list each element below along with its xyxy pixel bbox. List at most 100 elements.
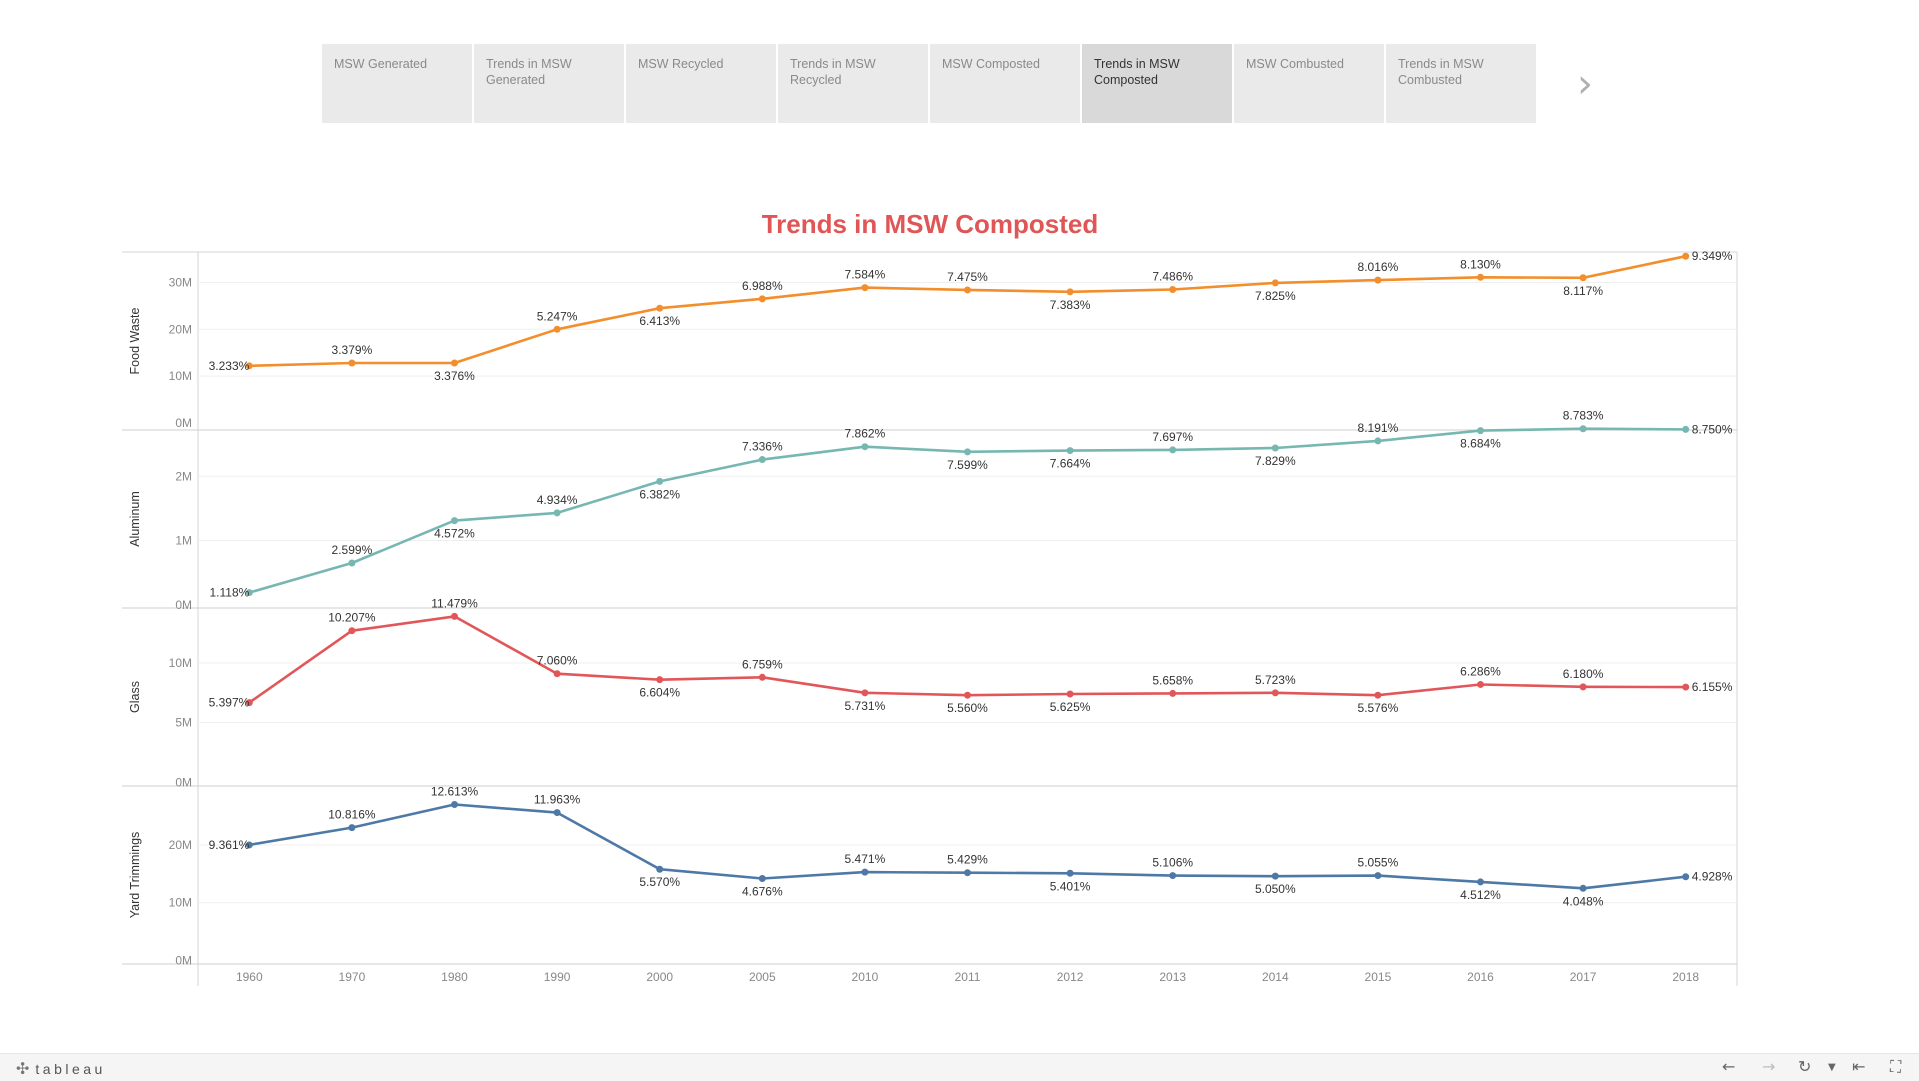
- data-label-glass: 5.397%: [209, 696, 250, 710]
- data-label-yard-trimmings: 5.471%: [845, 852, 886, 866]
- data-label-food-waste: 7.825%: [1255, 289, 1296, 303]
- data-point-food-waste: [964, 286, 971, 294]
- trends-chart: Trends in MSW Composted 0M 10M 20M 30M Food W…: [122, 209, 1738, 986]
- data-label-food-waste: 6.988%: [742, 279, 783, 293]
- x-tick-label: 2010: [852, 970, 879, 984]
- data-label-glass: 5.560%: [947, 701, 988, 715]
- data-point-aluminum: [861, 443, 869, 451]
- data-label-yard-trimmings: 4.512%: [1460, 888, 1501, 902]
- data-label-food-waste: 8.117%: [1563, 284, 1603, 298]
- data-label-aluminum: 8.684%: [1460, 437, 1501, 451]
- data-label-aluminum: 7.697%: [1152, 430, 1193, 444]
- data-point-aluminum: [1271, 444, 1279, 452]
- data-label-food-waste: 7.584%: [845, 268, 886, 282]
- y-tick-label-aluminum: 0M: [175, 598, 192, 612]
- revert-dropdown-icon[interactable]: ▼: [1828, 1062, 1836, 1073]
- data-label-glass: 5.731%: [845, 699, 886, 713]
- y-tick-label-glass: 10M: [169, 656, 192, 670]
- data-label-glass: 6.155%: [1692, 680, 1733, 694]
- data-point-food-waste: [245, 362, 253, 370]
- data-label-yard-trimmings: 5.106%: [1152, 856, 1193, 870]
- story-tab-1[interactable]: MSW Generated: [322, 44, 472, 123]
- data-label-yard-trimmings: 4.048%: [1563, 894, 1604, 908]
- data-point-food-waste: [553, 325, 561, 333]
- story-navigator: MSW Generated Trends in MSW Generated MSW …: [322, 44, 1538, 123]
- data-label-yard-trimmings: 5.401%: [1050, 879, 1091, 893]
- x-tick-label: 2013: [1159, 970, 1186, 984]
- tableau-logo[interactable]: ✣ tableau: [16, 1059, 106, 1079]
- data-label-food-waste: 8.130%: [1460, 257, 1501, 271]
- data-label-aluminum: 7.862%: [845, 427, 886, 441]
- data-point-aluminum: [348, 559, 356, 567]
- redo-icon[interactable]: →: [1762, 1057, 1776, 1076]
- data-point-food-waste: [1374, 276, 1382, 284]
- data-point-yard-trimmings: [1477, 878, 1484, 886]
- data-point-glass: [1579, 683, 1587, 691]
- story-tab-7[interactable]: MSW Combusted: [1234, 44, 1384, 123]
- data-point-food-waste: [1477, 273, 1484, 281]
- x-tick-label: 2012: [1057, 970, 1084, 984]
- chevron-right-icon[interactable]: ›: [1577, 61, 1593, 107]
- y-tick-label-food-waste: 20M: [169, 322, 192, 336]
- data-label-glass: 6.759%: [742, 657, 783, 671]
- data-label-food-waste: 9.349%: [1692, 249, 1733, 263]
- panel-label-glass: Glass: [128, 681, 142, 713]
- data-point-yard-trimmings: [861, 868, 869, 876]
- data-point-glass: [1066, 690, 1074, 698]
- data-point-aluminum: [451, 517, 458, 525]
- story-tab-3[interactable]: MSW Recycled: [626, 44, 776, 123]
- data-point-yard-trimmings: [1066, 869, 1074, 877]
- y-tick-label-aluminum: 2M: [175, 469, 192, 483]
- data-point-glass: [245, 699, 253, 707]
- data-label-yard-trimmings: 12.613%: [431, 784, 479, 798]
- data-label-food-waste: 8.016%: [1358, 260, 1399, 274]
- story-tab-2[interactable]: Trends in MSW Generated: [474, 44, 624, 123]
- data-point-yard-trimmings: [656, 865, 664, 873]
- panel-label-aluminum: Aluminum: [128, 491, 142, 547]
- data-label-food-waste: 7.486%: [1152, 269, 1193, 283]
- tableau-mark-icon: ✣: [16, 1061, 30, 1078]
- data-point-aluminum: [245, 589, 253, 597]
- data-label-yard-trimmings: 10.816%: [328, 808, 376, 822]
- data-point-food-waste: [1066, 288, 1074, 296]
- y-tick-label-food-waste: 0M: [175, 416, 192, 430]
- brand-text: tableau: [35, 1061, 106, 1077]
- data-label-glass: 6.180%: [1563, 667, 1604, 681]
- series-line-glass: [248, 615, 1686, 704]
- data-label-food-waste: 7.383%: [1050, 298, 1091, 312]
- story-tab-4[interactable]: Trends in MSW Recycled: [778, 44, 928, 123]
- data-label-aluminum: 7.664%: [1050, 457, 1091, 471]
- data-point-aluminum: [1169, 446, 1177, 454]
- data-label-yard-trimmings: 5.570%: [639, 875, 680, 889]
- undo-icon[interactable]: ←: [1722, 1057, 1736, 1076]
- data-point-food-waste: [451, 359, 458, 367]
- data-point-food-waste: [348, 359, 356, 367]
- data-label-aluminum: 7.599%: [947, 458, 988, 472]
- story-tab-6[interactable]: Trends in MSW Composted: [1082, 44, 1232, 123]
- data-point-food-waste: [758, 295, 766, 303]
- first-page-icon[interactable]: ⇤: [1852, 1057, 1866, 1076]
- x-tick-label: 2015: [1365, 970, 1392, 984]
- data-label-food-waste: 5.247%: [537, 309, 578, 323]
- panel-label-yard-trimmings: Yard Trimmings: [128, 832, 142, 919]
- data-label-food-waste: 3.379%: [332, 343, 373, 357]
- data-label-yard-trimmings: 9.361%: [209, 838, 250, 852]
- data-label-yard-trimmings: 5.050%: [1255, 882, 1296, 896]
- data-point-glass: [964, 691, 971, 699]
- data-label-aluminum: 2.599%: [332, 543, 373, 557]
- data-label-glass: 5.625%: [1050, 700, 1091, 714]
- data-label-glass: 5.723%: [1255, 673, 1296, 687]
- x-tick-label: 2018: [1672, 970, 1699, 984]
- data-point-food-waste: [656, 304, 664, 312]
- data-point-glass: [656, 676, 664, 684]
- data-point-yard-trimmings: [1169, 872, 1177, 880]
- y-tick-label-yard-trimmings: 10M: [169, 896, 192, 910]
- data-point-yard-trimmings: [553, 809, 561, 817]
- revert-icon[interactable]: ↻: [1798, 1057, 1812, 1076]
- data-label-glass: 11.479%: [431, 596, 478, 610]
- story-tab-8[interactable]: Trends in MSW Combusted: [1386, 44, 1536, 123]
- data-point-glass: [1477, 680, 1484, 688]
- story-tab-5[interactable]: MSW Composted: [930, 44, 1080, 123]
- fullscreen-icon[interactable]: ⛶: [1890, 1057, 1902, 1076]
- data-point-aluminum: [1477, 427, 1484, 435]
